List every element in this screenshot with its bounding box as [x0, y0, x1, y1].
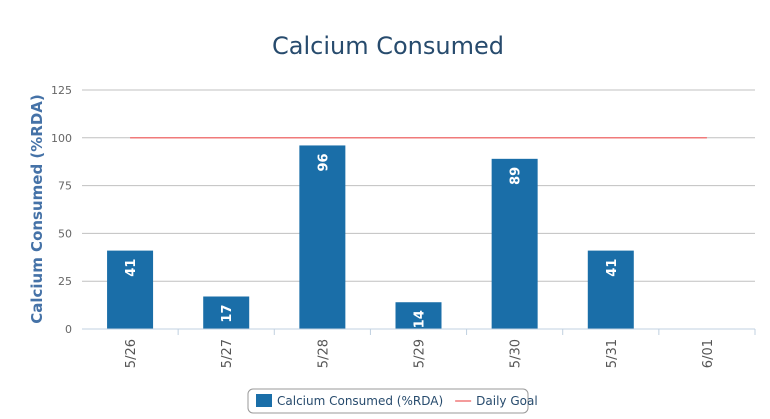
- data-label: 41: [124, 259, 139, 277]
- x-tick-label: 6/01: [701, 339, 716, 368]
- bar: [587, 250, 634, 329]
- chart-title: Calcium Consumed: [272, 32, 504, 60]
- x-tick-label: 5/27: [220, 339, 235, 368]
- legend-box: [247, 388, 529, 414]
- data-label: 14: [413, 310, 428, 328]
- bar: [491, 158, 538, 329]
- data-label: 96: [316, 153, 331, 171]
- data-label: 89: [509, 167, 524, 185]
- y-tick-label: 0: [65, 323, 72, 336]
- bar: [203, 296, 250, 329]
- bar: [395, 302, 442, 329]
- y-tick-label: 75: [58, 180, 72, 193]
- x-tick-label: 5/26: [124, 339, 139, 368]
- x-tick-label: 5/28: [316, 339, 331, 368]
- bar: [107, 250, 154, 329]
- x-tick-label: 5/31: [605, 339, 620, 368]
- y-tick-label: 100: [51, 132, 72, 145]
- x-tick-label: 5/30: [509, 339, 524, 368]
- y-tick-label: 125: [51, 84, 72, 97]
- x-tick-label: 5/29: [413, 339, 428, 368]
- data-label: 17: [220, 304, 235, 322]
- bar: [299, 145, 346, 329]
- legend-label: Calcium Consumed (%RDA): [277, 394, 443, 408]
- y-tick-label: 50: [58, 227, 72, 240]
- legend-label: Daily Goal: [476, 394, 538, 408]
- y-tick-label: 25: [58, 275, 72, 288]
- y-axis-title: Calcium Consumed (%RDA): [28, 94, 46, 324]
- data-label: 41: [605, 259, 620, 277]
- legend-symbol: [256, 394, 272, 407]
